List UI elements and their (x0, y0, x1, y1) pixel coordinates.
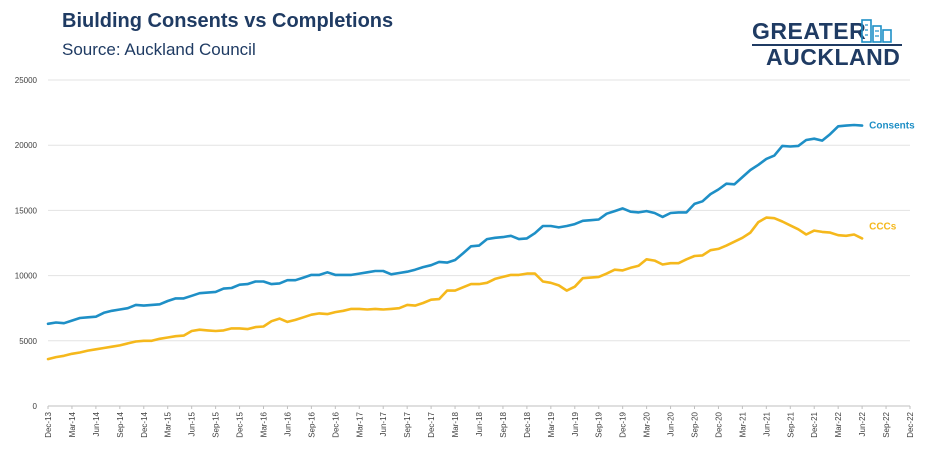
x-tick-label: Jun-20 (667, 411, 676, 436)
logo-line1: GREATER (752, 18, 867, 44)
series-label-cccs: CCCs (869, 221, 897, 232)
x-tick-label: Mar-21 (738, 411, 747, 437)
x-tick-label: Sep-19 (595, 411, 604, 437)
x-tick-label: Dec-20 (714, 411, 723, 437)
x-tick-label: Dec-19 (619, 411, 628, 437)
y-tick-label: 5000 (19, 337, 37, 346)
x-tick-label: Mar-15 (164, 411, 173, 437)
y-tick-label: 25000 (15, 76, 38, 85)
x-tick-label: Jun-16 (283, 411, 292, 436)
chart-subtitle: Source: Auckland Council (62, 40, 256, 59)
x-tick-label: Jun-21 (762, 411, 771, 436)
x-tick-label: Mar-19 (547, 411, 556, 437)
x-tick-label: Mar-20 (643, 411, 652, 437)
x-tick-label: Jun-18 (475, 411, 484, 436)
x-tick-label: Dec-15 (236, 411, 245, 437)
x-tick-label: Dec-17 (427, 411, 436, 437)
x-tick-label: Sep-21 (786, 411, 795, 437)
x-tick-label: Dec-16 (331, 411, 340, 437)
x-tick-label: Dec-13 (44, 411, 53, 437)
series-line-consents (46, 123, 864, 326)
x-tick-label: Sep-20 (691, 411, 700, 437)
x-tick-label: Mar-18 (451, 411, 460, 437)
x-tick-label: Jun-17 (379, 411, 388, 436)
y-tick-label: 10000 (15, 272, 38, 281)
y-tick-label: 20000 (15, 141, 38, 150)
greater-auckland-logo: GREATER AUCKLAND (752, 18, 904, 70)
x-tick-label: Jun-19 (571, 411, 580, 436)
x-tick-label: Mar-17 (355, 411, 364, 437)
x-tick-label: Mar-16 (260, 411, 269, 437)
x-tick-label: Jun-15 (188, 411, 197, 436)
x-tick-label: Sep-15 (212, 411, 221, 437)
y-tick-label: 15000 (15, 206, 38, 215)
x-tick-label: Dec-21 (810, 411, 819, 437)
x-tick-label: Sep-14 (116, 411, 125, 437)
x-tick-label: Sep-17 (403, 411, 412, 437)
x-tick-label: Jun-14 (92, 411, 101, 436)
city-buildings-icon (861, 19, 892, 43)
logo-line2: AUCKLAND (766, 44, 901, 70)
series-line-cccs (46, 216, 864, 361)
x-tick-label: Sep-16 (307, 411, 316, 437)
chart-title: Biulding Consents vs Completions (62, 10, 394, 32)
x-tick-label: Sep-18 (499, 411, 508, 437)
x-tick-label: Mar-14 (68, 411, 77, 437)
x-tick-label: Sep-22 (882, 411, 891, 437)
x-tick-label: Dec-14 (140, 411, 149, 437)
x-tick-label: Dec-18 (523, 411, 532, 437)
series-label-consents: Consents (869, 121, 915, 132)
y-tick-label: 0 (33, 402, 38, 411)
logo-underline (752, 44, 902, 46)
x-tick-label: Jun-22 (858, 411, 867, 436)
x-tick-label: Mar-22 (834, 411, 843, 437)
x-tick-label: Dec-22 (906, 411, 915, 437)
